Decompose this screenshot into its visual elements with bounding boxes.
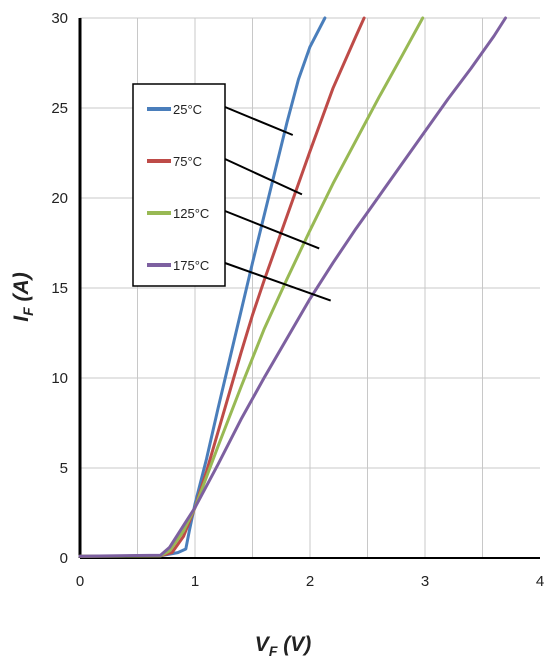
- series-line: [78, 16, 366, 558]
- tick-labels: 0 1 2 3 4 0 5 10 15 20 25 30: [51, 10, 544, 590]
- legend-connector: [224, 158, 303, 196]
- legend-connector: [224, 106, 294, 136]
- series-line: [78, 16, 425, 558]
- series-lines: [78, 16, 507, 558]
- legend-label: 125°C: [173, 206, 209, 221]
- y-tick-label: 25: [51, 100, 68, 117]
- series-line: [78, 16, 327, 558]
- x-tick-label: 0: [76, 573, 84, 590]
- legend-connector: [224, 210, 320, 250]
- y-tick-label: 10: [51, 370, 68, 387]
- legend-label: 75°C: [173, 154, 202, 169]
- legend-connectors: [224, 106, 332, 302]
- legend: 25°C 75°C 125°C 175°C: [132, 83, 226, 287]
- legend-label: 175°C: [173, 258, 209, 273]
- y-tick-label: 15: [51, 280, 68, 297]
- x-tick-label: 1: [191, 573, 199, 590]
- x-tick-label: 4: [536, 573, 544, 590]
- y-tick-label: 0: [60, 550, 68, 567]
- y-tick-label: 20: [51, 190, 68, 207]
- series-line: [78, 16, 507, 558]
- x-tick-label: 3: [421, 573, 429, 590]
- x-axis-title: VF (V): [255, 633, 311, 659]
- legend-box: [132, 83, 226, 287]
- y-tick-label: 30: [51, 10, 68, 27]
- legend-connector: [224, 262, 332, 302]
- axes: [78, 18, 540, 559]
- x-tick-label: 2: [306, 573, 314, 590]
- y-tick-label: 5: [60, 460, 68, 477]
- legend-label: 25°C: [173, 102, 202, 117]
- y-axis-title: IF (A): [10, 272, 36, 321]
